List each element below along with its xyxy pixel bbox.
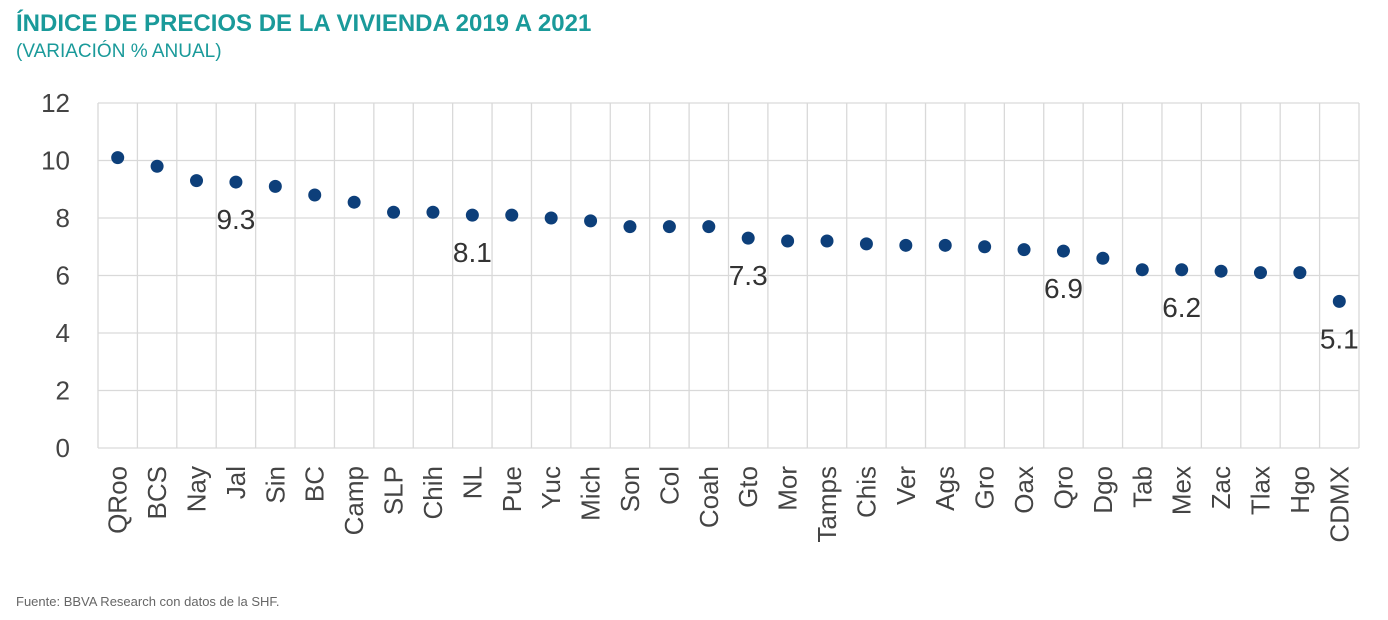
x-tick-label: Gto xyxy=(733,466,763,508)
x-tick-label: Tab xyxy=(1127,466,1157,508)
data-point-oax xyxy=(1017,243,1031,257)
data-point-gto xyxy=(741,231,755,245)
data-point-col xyxy=(662,220,676,234)
data-point-nay xyxy=(190,174,204,188)
chart-title: ÍNDICE DE PRECIOS DE LA VIVIENDA 2019 A … xyxy=(16,10,592,37)
y-tick-label: 4 xyxy=(56,318,70,348)
x-tick-label: BCS xyxy=(142,466,172,519)
data-point-coah xyxy=(702,220,716,234)
x-tick-label: BC xyxy=(300,466,330,502)
x-tick-label: Dgo xyxy=(1088,466,1118,514)
x-tick-label: NL xyxy=(457,466,487,499)
data-point-pue xyxy=(505,208,519,222)
data-point-mich xyxy=(584,214,598,228)
data-annotations: 9.3 8.1 7.3 6.9 6.2 5.1 xyxy=(216,204,1358,354)
data-point-chis xyxy=(859,237,873,251)
annotation-mex: 6.2 xyxy=(1162,292,1201,323)
data-point-hgo xyxy=(1293,266,1307,280)
data-point-son xyxy=(623,220,637,234)
data-point-tamps xyxy=(820,234,834,248)
data-point-zac xyxy=(1214,264,1228,278)
source-note: Fuente: BBVA Research con datos de la SH… xyxy=(16,594,280,609)
x-tick-label: Jal xyxy=(221,466,251,499)
x-tick-label: Qro xyxy=(1048,466,1078,509)
x-tick-label: Son xyxy=(615,466,645,512)
x-tick-label: Yuc xyxy=(536,466,566,509)
annotation-jal: 9.3 xyxy=(216,204,255,235)
x-tick-label: Gro xyxy=(970,466,1000,509)
y-tick-label: 6 xyxy=(56,261,70,291)
data-point-ags xyxy=(938,238,952,252)
x-tick-label: Coah xyxy=(694,466,724,528)
x-tick-label: Ver xyxy=(891,466,921,505)
data-point-ver xyxy=(899,238,913,252)
data-point-mor xyxy=(781,234,795,248)
chart-subtitle: (VARIACIÓN % ANUAL) xyxy=(16,41,222,62)
data-point-dgo xyxy=(1096,251,1110,265)
grid-lines xyxy=(97,102,1360,449)
data-point-yuc xyxy=(544,211,558,225)
data-point-bcs xyxy=(150,159,164,173)
x-tick-label: Pue xyxy=(497,466,527,512)
x-tick-label: Col xyxy=(654,466,684,505)
x-tick-label: CDMX xyxy=(1324,466,1354,543)
x-tick-label: Tamps xyxy=(812,466,842,543)
data-point-camp xyxy=(347,195,361,209)
x-tick-label: Chih xyxy=(418,466,448,519)
data-point-qro xyxy=(1056,244,1070,258)
data-point-tlax xyxy=(1253,266,1267,280)
data-point-mex xyxy=(1175,263,1189,277)
annotation-qro: 6.9 xyxy=(1044,273,1083,304)
y-tick-label: 0 xyxy=(56,433,70,463)
y-tick-label: 2 xyxy=(56,376,70,406)
y-axis-ticks: 0 2 4 6 8 10 12 xyxy=(41,88,70,463)
x-tick-label: SLP xyxy=(379,466,409,515)
y-tick-label: 10 xyxy=(41,146,70,176)
x-tick-label: Hgo xyxy=(1285,466,1315,514)
annotation-cdmx: 5.1 xyxy=(1320,323,1359,354)
data-point-cdmx xyxy=(1332,294,1346,308)
data-point-gro xyxy=(978,240,992,254)
x-tick-label: Mex xyxy=(1167,466,1197,515)
data-point-bc xyxy=(308,188,322,202)
x-tick-label: Mich xyxy=(576,466,606,521)
data-point-nl xyxy=(465,208,479,222)
annotation-gto: 7.3 xyxy=(729,260,768,291)
x-tick-label: Chis xyxy=(851,466,881,518)
x-tick-label: Ags xyxy=(930,466,960,511)
x-tick-label: Nay xyxy=(182,466,212,512)
x-tick-label: Mor xyxy=(773,466,803,511)
y-tick-label: 12 xyxy=(41,88,70,118)
data-point-slp xyxy=(387,205,401,219)
x-tick-label: Sin xyxy=(260,466,290,504)
scatter-plot: 0 2 4 6 8 10 12 QRoo BCS Nay Jal Sin BC Camp SLP Chih N… xyxy=(41,88,1360,543)
data-point-jal xyxy=(229,175,243,189)
data-point-tab xyxy=(1135,263,1149,277)
annotation-nl: 8.1 xyxy=(453,237,492,268)
x-tick-label: Oax xyxy=(1009,466,1039,514)
x-axis-ticks: QRoo BCS Nay Jal Sin BC Camp SLP Chih NL Pue Yuc Mic… xyxy=(103,466,1355,543)
data-point-sin xyxy=(268,179,282,193)
x-tick-label: Zac xyxy=(1206,466,1236,509)
data-point-chih xyxy=(426,205,440,219)
y-tick-label: 8 xyxy=(56,203,70,233)
x-tick-label: Camp xyxy=(339,466,369,535)
data-points xyxy=(111,151,1346,308)
x-tick-label: QRoo xyxy=(103,466,133,534)
x-tick-label: Tlax xyxy=(1245,466,1275,515)
data-point-qroo xyxy=(111,151,125,165)
